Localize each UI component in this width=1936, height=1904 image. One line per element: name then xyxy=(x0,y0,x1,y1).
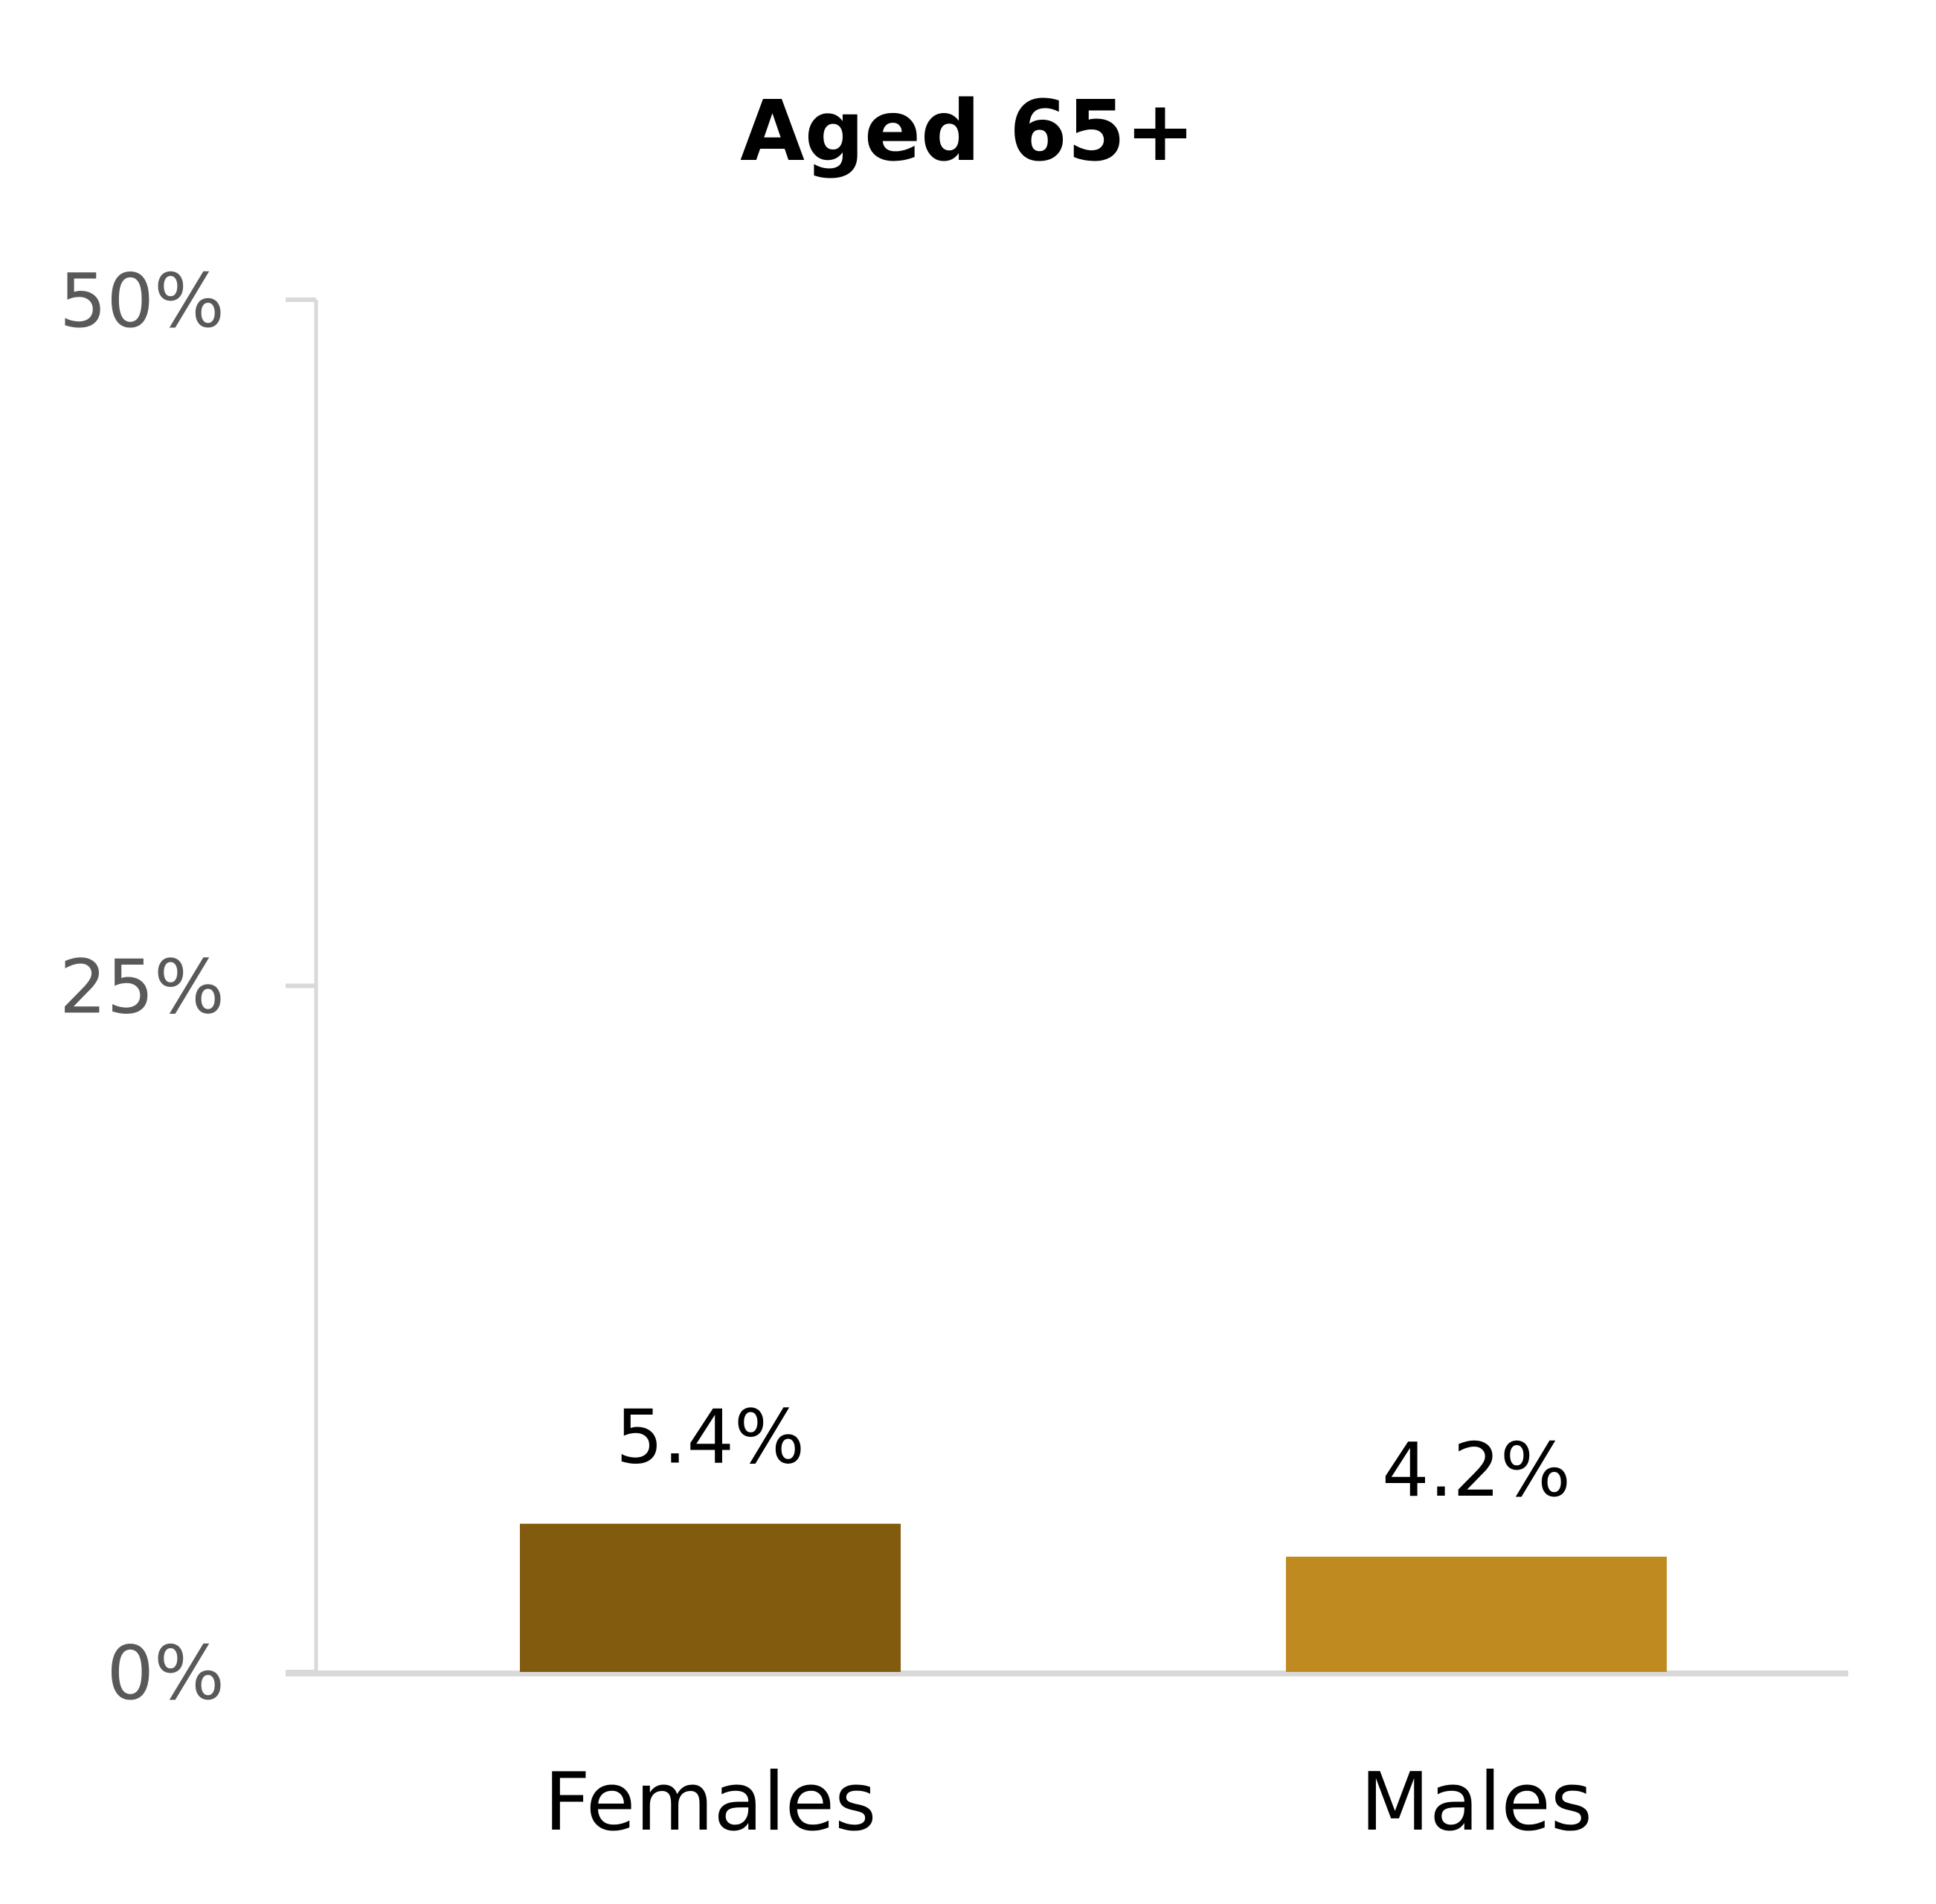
data-label: 4.2% xyxy=(1382,1427,1571,1514)
x-category-label: Females xyxy=(544,1756,877,1849)
y-tick-label: 0% xyxy=(106,1630,225,1717)
y-tick-label: 25% xyxy=(60,944,225,1031)
chart-title: Aged 65+ xyxy=(740,83,1195,180)
bar-females xyxy=(520,1523,901,1672)
data-label: 5.4% xyxy=(616,1394,805,1481)
x-category-label: Males xyxy=(1360,1756,1592,1849)
y-tick-label: 50% xyxy=(60,257,225,344)
bar-males xyxy=(1286,1557,1667,1672)
